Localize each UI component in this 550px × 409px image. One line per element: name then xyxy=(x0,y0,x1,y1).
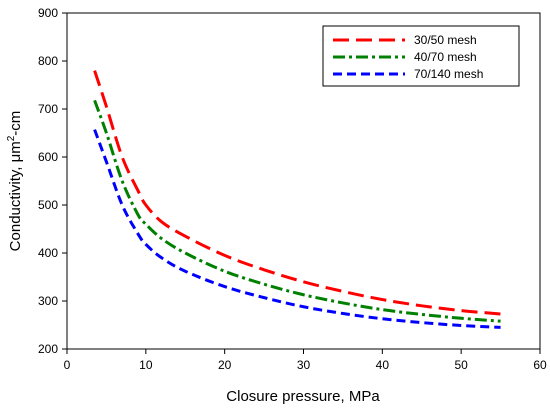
x-axis-title: Closure pressure, MPa xyxy=(226,388,380,405)
x-tick-label: 50 xyxy=(454,358,468,372)
y-axis-title: Conductivity, μm2-cm xyxy=(6,111,24,252)
y-tick-label: 500 xyxy=(38,198,58,212)
x-tick-label: 60 xyxy=(533,358,547,372)
legend-label-40-70-mesh: 40/70 mesh xyxy=(414,50,477,64)
x-tick-label: 10 xyxy=(139,358,153,372)
axis-ticks: 0 10 20 30 40 50 60 200 300 400 500 600 700 800 900 xyxy=(38,6,547,372)
y-tick-label: 900 xyxy=(38,6,58,20)
x-tick-label: 30 xyxy=(297,358,311,372)
series-layer xyxy=(93,70,501,329)
legend-box xyxy=(322,25,520,87)
y-tick-label: 600 xyxy=(38,150,58,164)
x-tick-label: 40 xyxy=(376,358,390,372)
x-tick-label: 0 xyxy=(64,358,71,372)
y-tick-label: 200 xyxy=(38,342,58,356)
series-line-70-140-mesh xyxy=(93,129,501,329)
legend-label-70-140-mesh: 70/140 mesh xyxy=(414,67,483,81)
series-line-30-50-mesh xyxy=(93,70,501,316)
legend: 30/50 mesh 40/70 mesh 70/140 mesh xyxy=(322,25,520,87)
y-tick-label: 400 xyxy=(38,246,58,260)
y-tick-label: 800 xyxy=(38,54,58,68)
legend-label-30-50-mesh: 30/50 mesh xyxy=(414,33,477,47)
series-line-40-70-mesh xyxy=(93,99,501,323)
y-tick-label: 300 xyxy=(38,294,58,308)
y-tick-label: 700 xyxy=(38,102,58,116)
x-tick-label: 20 xyxy=(218,358,232,372)
